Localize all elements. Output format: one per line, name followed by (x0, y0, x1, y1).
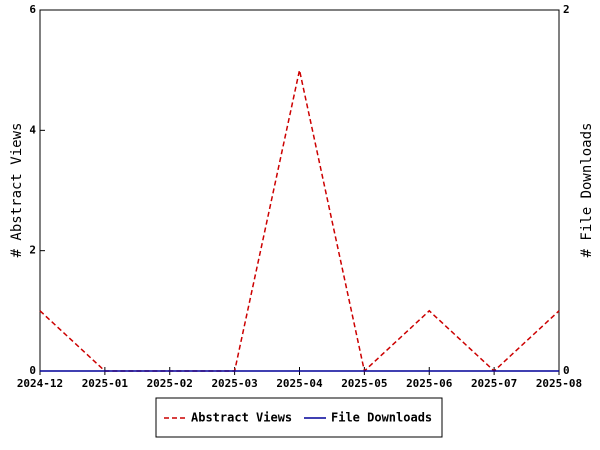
y-tick-label: 0 (29, 364, 36, 377)
x-tick-label: 2025-02 (147, 377, 193, 390)
y-axis-title: # Abstract Views (9, 123, 25, 258)
x-tick-label: 2025-04 (276, 377, 323, 390)
x-tick-label: 2025-01 (82, 377, 129, 390)
x-tick-label: 2025-06 (406, 377, 453, 390)
y-tick-label: 2 (29, 244, 36, 257)
series-line (39, 70, 560, 373)
legend-label: File Downloads (331, 411, 432, 425)
x-tick-label: 2025-03 (211, 377, 257, 390)
x-tick-label: 2025-07 (471, 377, 517, 390)
x-tick-label: 2025-05 (341, 377, 387, 390)
plot-frame (39, 9, 560, 372)
x-tick-label: 2024-12 (17, 377, 63, 390)
y2-tick-label: 2 (563, 3, 570, 16)
legend-label: Abstract Views (191, 411, 292, 425)
y-tick-label: 6 (29, 3, 36, 16)
y2-axis-title: # File Downloads (579, 123, 595, 258)
legend-box (155, 397, 443, 438)
y2-tick-label: 0 (563, 364, 570, 377)
x-tick-label: 2025-08 (536, 377, 582, 390)
y-tick-label: 4 (29, 123, 36, 136)
